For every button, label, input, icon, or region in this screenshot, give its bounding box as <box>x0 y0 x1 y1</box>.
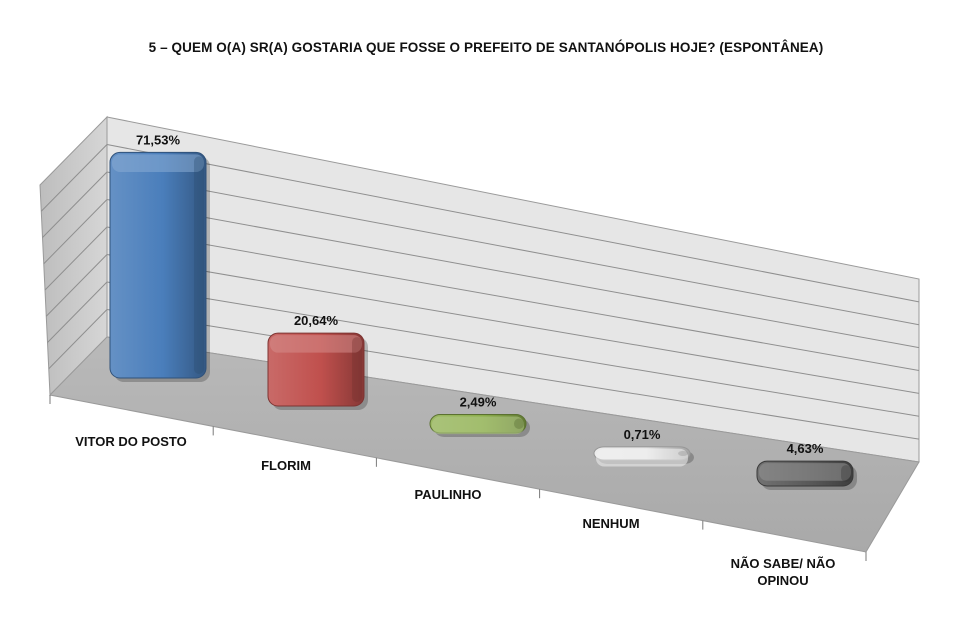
gridline-side <box>47 281 108 343</box>
category-label-vitor-do-posto: VITOR DO POSTO <box>75 434 186 449</box>
category-label-paulinho: PAULINHO <box>415 487 482 502</box>
bar-nao-sabe-nao-opinou <box>756 460 857 490</box>
bar-top-face <box>759 463 851 481</box>
data-label: 4,63% <box>787 441 824 456</box>
bar-top-face <box>270 335 362 353</box>
bar-side-face <box>841 465 851 482</box>
data-label: 0,71% <box>624 427 661 442</box>
bar-top-face <box>112 154 204 173</box>
gridline-side <box>42 171 108 238</box>
gridline <box>106 199 920 349</box>
data-labels-group: 71,53% 20,64% 2,49% 0,71% 4,63% <box>136 132 824 456</box>
gridline <box>106 281 920 417</box>
gridline <box>106 309 920 440</box>
bar-top-face <box>432 416 524 435</box>
bar-nenhum <box>593 446 694 467</box>
bar-paulinho <box>429 414 530 437</box>
gridlines <box>40 144 920 440</box>
category-label-florim: FLORIM <box>261 458 311 473</box>
bar-side-face <box>514 418 524 429</box>
data-label: 71,53% <box>136 132 181 147</box>
category-label-nenhum: NENHUM <box>582 516 639 531</box>
bar-side-face <box>194 156 204 374</box>
data-label: 20,64% <box>294 313 339 328</box>
gridline <box>106 226 920 371</box>
gridline-side <box>45 254 108 317</box>
category-label-nao-sabe-nao-opinou: NÃO SABE/ NÃO OPINOU <box>731 556 836 588</box>
bar-vitor-do-posto <box>109 151 210 382</box>
bar-florim <box>267 332 368 410</box>
gridline <box>106 144 920 303</box>
bars-group <box>109 151 857 490</box>
floor <box>48 336 920 553</box>
axis-tickmarks <box>49 395 867 561</box>
bar-side-face <box>352 337 362 402</box>
gridline-side <box>40 144 108 212</box>
data-label: 2,49% <box>460 395 497 410</box>
chart-title: 5 – QUEM O(A) SR(A) GOSTARIA QUE FOSSE O… <box>148 40 824 55</box>
category-labels-group: VITOR DO POSTO FLORIM PAULINHO NENHUM NÃO SA… <box>75 434 835 588</box>
gridline <box>106 254 920 394</box>
gridline <box>106 171 920 326</box>
gridline-side <box>48 309 108 370</box>
bar-side-face <box>678 450 688 456</box>
gridline-side <box>43 199 108 265</box>
gridline-side <box>44 226 108 291</box>
bar-body <box>109 151 207 379</box>
bar-top-face <box>596 448 688 467</box>
